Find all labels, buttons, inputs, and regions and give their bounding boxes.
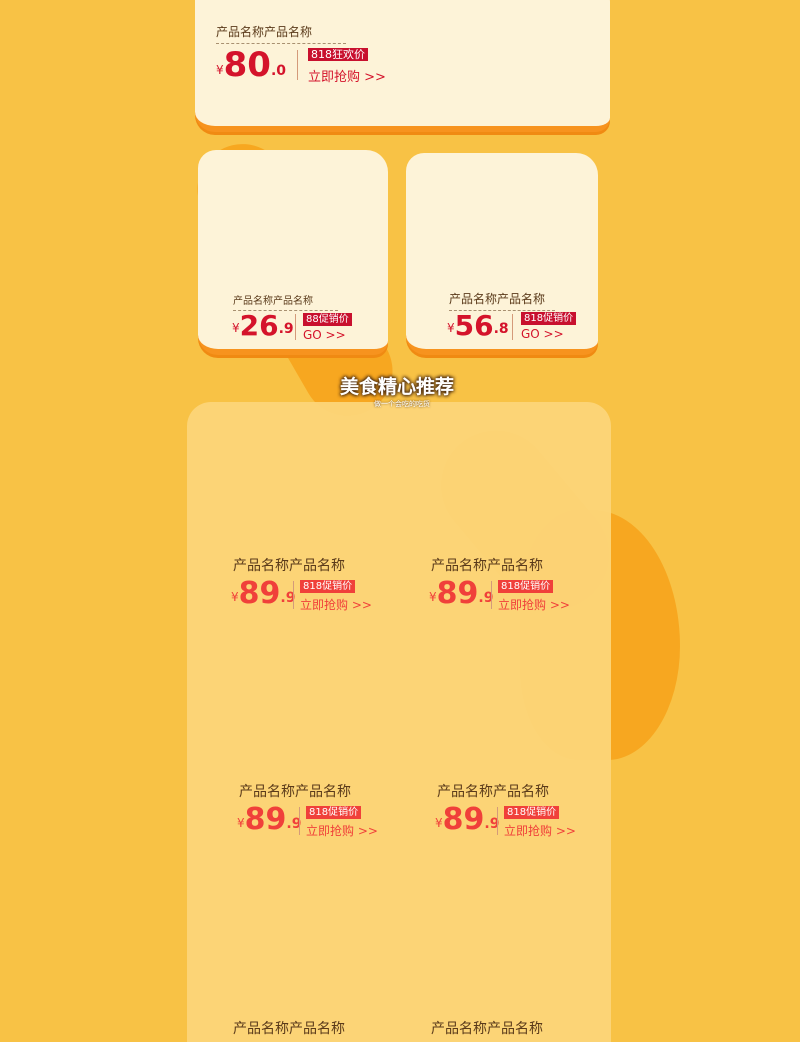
promo-tag: 818促销价 — [504, 806, 560, 819]
divider — [512, 314, 513, 340]
product-name: 产品名称产品名称 — [239, 784, 351, 800]
product-price: ¥89.9 — [237, 802, 302, 837]
divider — [299, 807, 300, 835]
divider — [293, 581, 294, 609]
promo-tag: 88促销价 — [303, 313, 352, 326]
buy-now-link[interactable]: 立即抢购 >> — [504, 824, 576, 838]
section-title: 美食精心推荐 — [340, 376, 455, 398]
product-price: ¥56.8 — [447, 309, 509, 342]
product-name: 产品名称产品名称 — [233, 1021, 345, 1037]
divider — [297, 50, 298, 80]
product-price: ¥89.9 — [231, 576, 296, 611]
product-name: 产品名称产品名称 — [216, 23, 346, 44]
product-name: 产品名称产品名称 — [233, 292, 338, 311]
product-price: ¥89.9 — [435, 802, 500, 837]
section-subtitle: 做一个会吃的吃货 — [374, 400, 430, 408]
buy-now-link[interactable]: 立即抢购 >> — [300, 598, 372, 612]
featured-product-card[interactable] — [195, 0, 610, 132]
promo-tag: 818促销价 — [300, 580, 356, 593]
buy-now-link[interactable]: 立即抢购 >> — [498, 598, 570, 612]
product-name: 产品名称产品名称 — [449, 290, 555, 311]
product-name: 产品名称产品名称 — [431, 1021, 543, 1037]
product-price: ¥26.9 — [232, 309, 294, 342]
divider — [497, 807, 498, 835]
promo-tag: 818促销价 — [498, 580, 554, 593]
product-name: 产品名称产品名称 — [431, 558, 543, 574]
promo-tag: 818狂欢价 — [308, 48, 368, 61]
promo-tag: 818促销价 — [306, 806, 362, 819]
promo-tag: 818促销价 — [521, 312, 577, 325]
divider — [295, 314, 296, 340]
product-price: ¥80.0 — [216, 45, 287, 85]
buy-now-link[interactable]: 立即抢购 >> — [306, 824, 378, 838]
product-price: ¥89.9 — [429, 576, 494, 611]
buy-now-link[interactable]: 立即抢购 >> — [308, 70, 386, 85]
product-name: 产品名称产品名称 — [437, 784, 549, 800]
go-link[interactable]: GO >> — [521, 327, 564, 341]
product-card[interactable] — [198, 150, 388, 355]
recommend-panel — [187, 402, 611, 1042]
go-link[interactable]: GO >> — [303, 328, 346, 342]
product-name: 产品名称产品名称 — [233, 558, 345, 574]
divider — [491, 581, 492, 609]
